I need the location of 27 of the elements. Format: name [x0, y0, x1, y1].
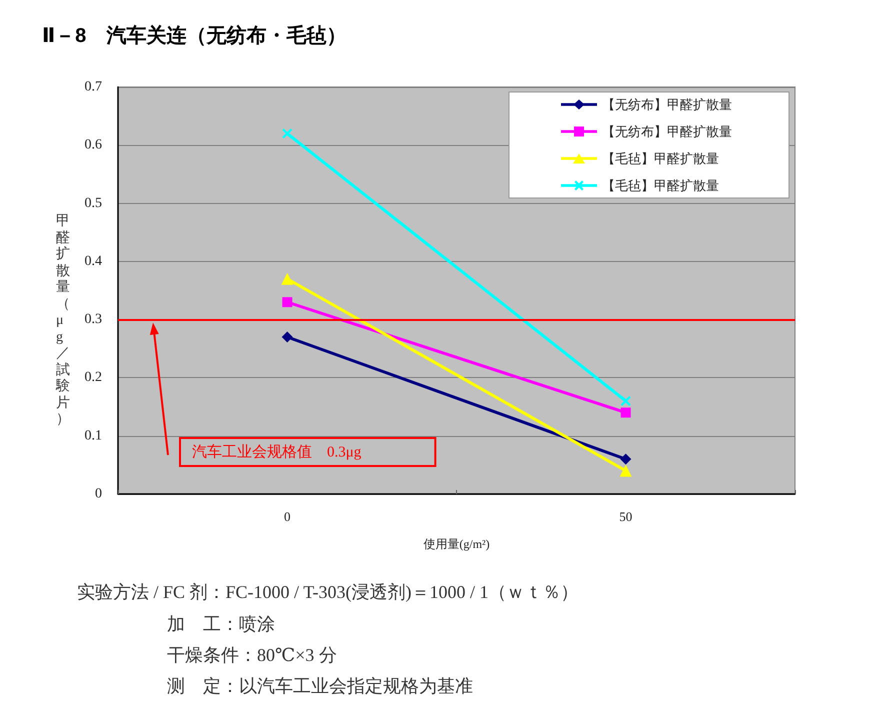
ref-line-label: 汽车工业会规格值 0.3μg [192, 444, 362, 460]
x-tick-label: 50 [619, 509, 632, 524]
text: 实验方法 / FC 剂：FC-1000 / T-303(浸透剂)＝1000 / 1（ｗｔ％） [77, 582, 579, 602]
point [282, 332, 293, 343]
legend-label: 【无纺布】甲醛扩散量 [602, 124, 732, 139]
y-tick-label: 0.1 [84, 428, 102, 444]
text: 加 工：喷涂 [167, 614, 275, 634]
y-tick-label: 0.2 [84, 370, 102, 386]
y-tick-label: 0.4 [84, 254, 102, 269]
text: 干燥条件：80℃×3 分 [167, 645, 337, 665]
y-tick-label: 0.3 [84, 312, 102, 328]
y-tick-label: 0 [95, 486, 102, 502]
point [282, 128, 292, 139]
legend-label: 【无纺布】甲醛扩散量 [602, 97, 732, 112]
text: 甲醛扩散量（μg／試験片） [56, 214, 70, 427]
point [620, 408, 631, 418]
chart-title: Ⅱ－8 汽车关连（无纺布・毛毡） [42, 24, 346, 47]
y-tick-label: 0.6 [84, 138, 102, 153]
x-axis-title: 使用量(g/m²) [423, 537, 490, 551]
point [282, 297, 292, 308]
y-tick-label: 0.7 [84, 80, 102, 94]
point [620, 396, 631, 406]
text: 测 定：以汽车工业会指定规格为基准 [167, 676, 473, 696]
legend-label: 【毛毡】甲醛扩散量 [602, 178, 719, 193]
y-tick-label: 0.5 [84, 196, 102, 211]
point [620, 454, 632, 465]
legend-label: 【毛毡】甲醛扩散量 [602, 151, 719, 166]
